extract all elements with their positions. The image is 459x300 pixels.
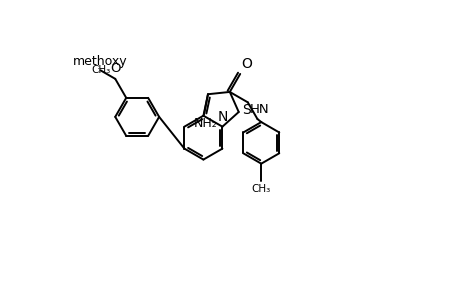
Text: CH₃: CH₃ <box>91 65 110 75</box>
Text: O: O <box>241 57 252 71</box>
Text: methoxy: methoxy <box>73 55 128 68</box>
Text: NH₂: NH₂ <box>193 117 217 130</box>
Text: HN: HN <box>249 103 269 116</box>
Text: O: O <box>110 61 120 75</box>
Text: CH₃: CH₃ <box>251 184 270 194</box>
Text: S: S <box>241 103 251 117</box>
Text: N: N <box>218 110 228 124</box>
Text: methoxy: methoxy <box>98 68 104 69</box>
